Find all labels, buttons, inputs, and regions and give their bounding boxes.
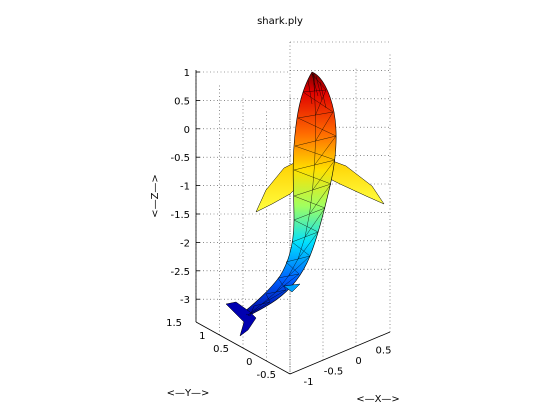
z-tick-label: -2.5	[170, 267, 190, 278]
y-tick-label: -0.5	[256, 370, 276, 381]
mesh-edge	[311, 73, 319, 97]
x-tick-label: -1	[304, 377, 314, 388]
mesh-edge	[288, 255, 311, 277]
mesh-edge	[319, 81, 327, 109]
z-tick-label: 0	[184, 125, 190, 136]
z-tick-label: -2	[180, 238, 190, 249]
mesh-edge	[297, 231, 319, 260]
mesh-edge	[312, 159, 336, 191]
pelvic-fin	[283, 283, 301, 293]
z-tick-label: -1	[180, 182, 190, 193]
z-tick-label: 0.5	[174, 96, 190, 107]
grid-lines	[195, 41, 391, 374]
mesh-edge	[304, 207, 326, 238]
mesh-edge	[249, 305, 255, 317]
x-tick-label: -0.5	[324, 366, 344, 377]
mesh-edge	[293, 195, 326, 209]
shark-surface	[225, 71, 385, 337]
z-axis-label: <—Z—>	[150, 174, 161, 218]
y-axis-ticks: 1.5 1 0.5 0 -0.5	[166, 318, 276, 381]
mesh-edge	[261, 289, 287, 305]
mesh-edge	[314, 135, 337, 166]
mesh-edge	[285, 261, 300, 275]
x-tick-label: 0.5	[376, 345, 392, 356]
y-axis-line	[195, 321, 291, 375]
right-fin	[327, 159, 385, 205]
mesh-edge	[275, 273, 300, 293]
shark-body	[243, 71, 337, 317]
mesh-edge	[293, 219, 319, 233]
y-tick-label: 0.5	[213, 344, 229, 355]
mesh-edge	[307, 79, 313, 105]
mesh-edge	[247, 301, 271, 316]
mesh-edge	[309, 189, 313, 215]
mesh-edge	[312, 164, 315, 191]
mesh-edge	[315, 111, 334, 142]
y-tick-label: 0	[246, 357, 252, 368]
mesh-edge	[297, 117, 337, 137]
x-axis-label: <—X—>	[356, 394, 400, 405]
z-tick-label: -1.5	[170, 210, 190, 221]
mesh-edge	[311, 73, 327, 91]
mesh-edge	[247, 303, 263, 316]
mesh-edge	[309, 183, 332, 215]
mesh-edge	[302, 91, 334, 113]
z-tick-label: -0.5	[170, 153, 190, 164]
mesh-edge	[265, 293, 271, 303]
mesh-edge	[275, 275, 289, 293]
mesh-edge	[293, 169, 332, 185]
z-axis-ticks: 1 0.5 0 -0.5 -1 -1.5 -2 -2.5 -3	[170, 68, 200, 306]
axes	[195, 70, 391, 375]
y-axis-label: <—Y—>	[167, 388, 210, 399]
mesh-edge	[288, 258, 299, 277]
chart-title: shark.ply	[257, 16, 303, 27]
mesh-edge	[315, 75, 323, 101]
y-tick-label: 1	[199, 331, 205, 342]
mesh-edges	[245, 73, 337, 317]
tail-fin	[225, 301, 257, 337]
mesh-edge	[314, 140, 316, 166]
x-axis-ticks: -1 -0.5 0 0.5	[304, 345, 392, 388]
y-tick-label: 1.5	[166, 318, 182, 329]
z-tick-label: 1	[184, 68, 190, 79]
mesh-edge	[314, 90, 316, 116]
mesh-edge	[297, 236, 306, 260]
mesh-edge	[245, 313, 251, 317]
x-axis-line	[289, 331, 391, 375]
z-tick-label: -3	[180, 295, 190, 306]
mesh-edge	[315, 89, 327, 116]
mesh-edge	[261, 291, 277, 305]
mesh-edge	[304, 213, 310, 238]
x-tick-label: 0	[355, 356, 361, 367]
